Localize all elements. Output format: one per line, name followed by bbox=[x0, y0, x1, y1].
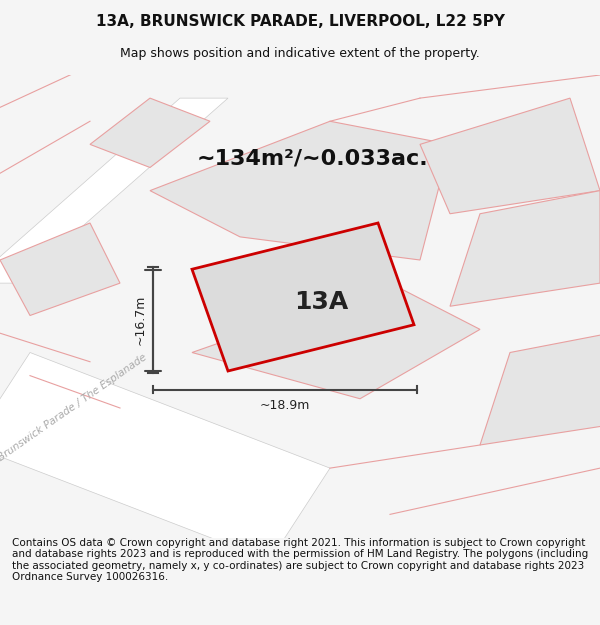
Text: 13A: 13A bbox=[294, 289, 348, 314]
Polygon shape bbox=[450, 191, 600, 306]
Text: Map shows position and indicative extent of the property.: Map shows position and indicative extent… bbox=[120, 48, 480, 61]
Polygon shape bbox=[0, 352, 330, 561]
Polygon shape bbox=[150, 121, 450, 260]
Text: Contains OS data © Crown copyright and database right 2021. This information is : Contains OS data © Crown copyright and d… bbox=[12, 538, 588, 582]
Text: ~16.7m: ~16.7m bbox=[133, 295, 146, 345]
Polygon shape bbox=[480, 329, 600, 445]
Polygon shape bbox=[192, 283, 480, 399]
Polygon shape bbox=[420, 98, 600, 214]
Polygon shape bbox=[0, 98, 228, 283]
Polygon shape bbox=[192, 223, 414, 371]
Text: ~134m²/~0.033ac.: ~134m²/~0.033ac. bbox=[196, 148, 428, 168]
Text: 13A, BRUNSWICK PARADE, LIVERPOOL, L22 5PY: 13A, BRUNSWICK PARADE, LIVERPOOL, L22 5P… bbox=[95, 14, 505, 29]
Text: Brunswick Parade / The Esplanade: Brunswick Parade / The Esplanade bbox=[0, 352, 148, 463]
Text: ~18.9m: ~18.9m bbox=[260, 399, 310, 412]
Polygon shape bbox=[90, 98, 210, 168]
Polygon shape bbox=[0, 223, 120, 316]
